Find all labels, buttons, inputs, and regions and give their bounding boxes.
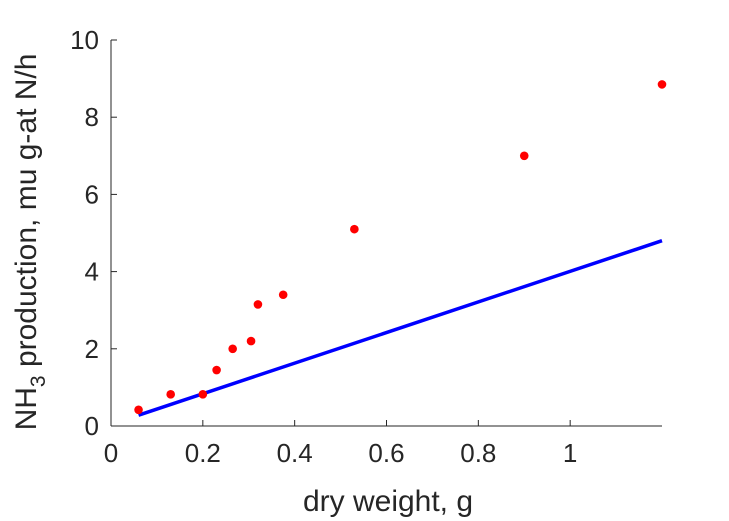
- data-point: [519, 151, 529, 161]
- x-tick-label: 0.4: [277, 438, 313, 468]
- x-tick-label: 0.6: [368, 438, 404, 468]
- x-tick-label: 0: [104, 438, 118, 468]
- x-axis-label: dry weight, g: [303, 485, 473, 518]
- fit-line: [137, 239, 663, 417]
- x-ticks: 0 0.2 0.4 0.6 0.8 1: [104, 420, 577, 468]
- data-point: [350, 224, 359, 234]
- x-tick-label: 1: [563, 438, 577, 468]
- data-point: [657, 80, 667, 89]
- y-tick-label: 4: [85, 257, 99, 287]
- y-axis-label-main: NH: [10, 387, 43, 430]
- y-ticks: 0 2 4 6 8 10: [70, 25, 117, 441]
- data-point: [246, 336, 256, 346]
- y-tick-label: 0: [85, 411, 99, 441]
- axes: [110, 40, 662, 427]
- plot-series: [134, 80, 667, 417]
- y-axis-label: NH3 production, mu g-at N/h: [10, 54, 50, 431]
- x-tick-label: 0.8: [460, 438, 496, 468]
- data-point: [228, 344, 237, 354]
- y-tick-label: 6: [85, 179, 99, 209]
- y-axis-label-rest: production, mu g-at N/h: [10, 54, 43, 376]
- data-point: [166, 390, 175, 399]
- y-tick-label: 2: [85, 334, 99, 364]
- y-tick-label: 10: [70, 25, 99, 55]
- data-point: [198, 390, 208, 399]
- y-axis-label-subscript: 3: [27, 375, 50, 387]
- data-point: [278, 290, 288, 300]
- x-tick-label: 0.2: [185, 438, 221, 468]
- data-point: [253, 300, 263, 309]
- y-tick-label: 8: [85, 102, 99, 132]
- data-point: [212, 365, 221, 375]
- data-point: [134, 405, 143, 415]
